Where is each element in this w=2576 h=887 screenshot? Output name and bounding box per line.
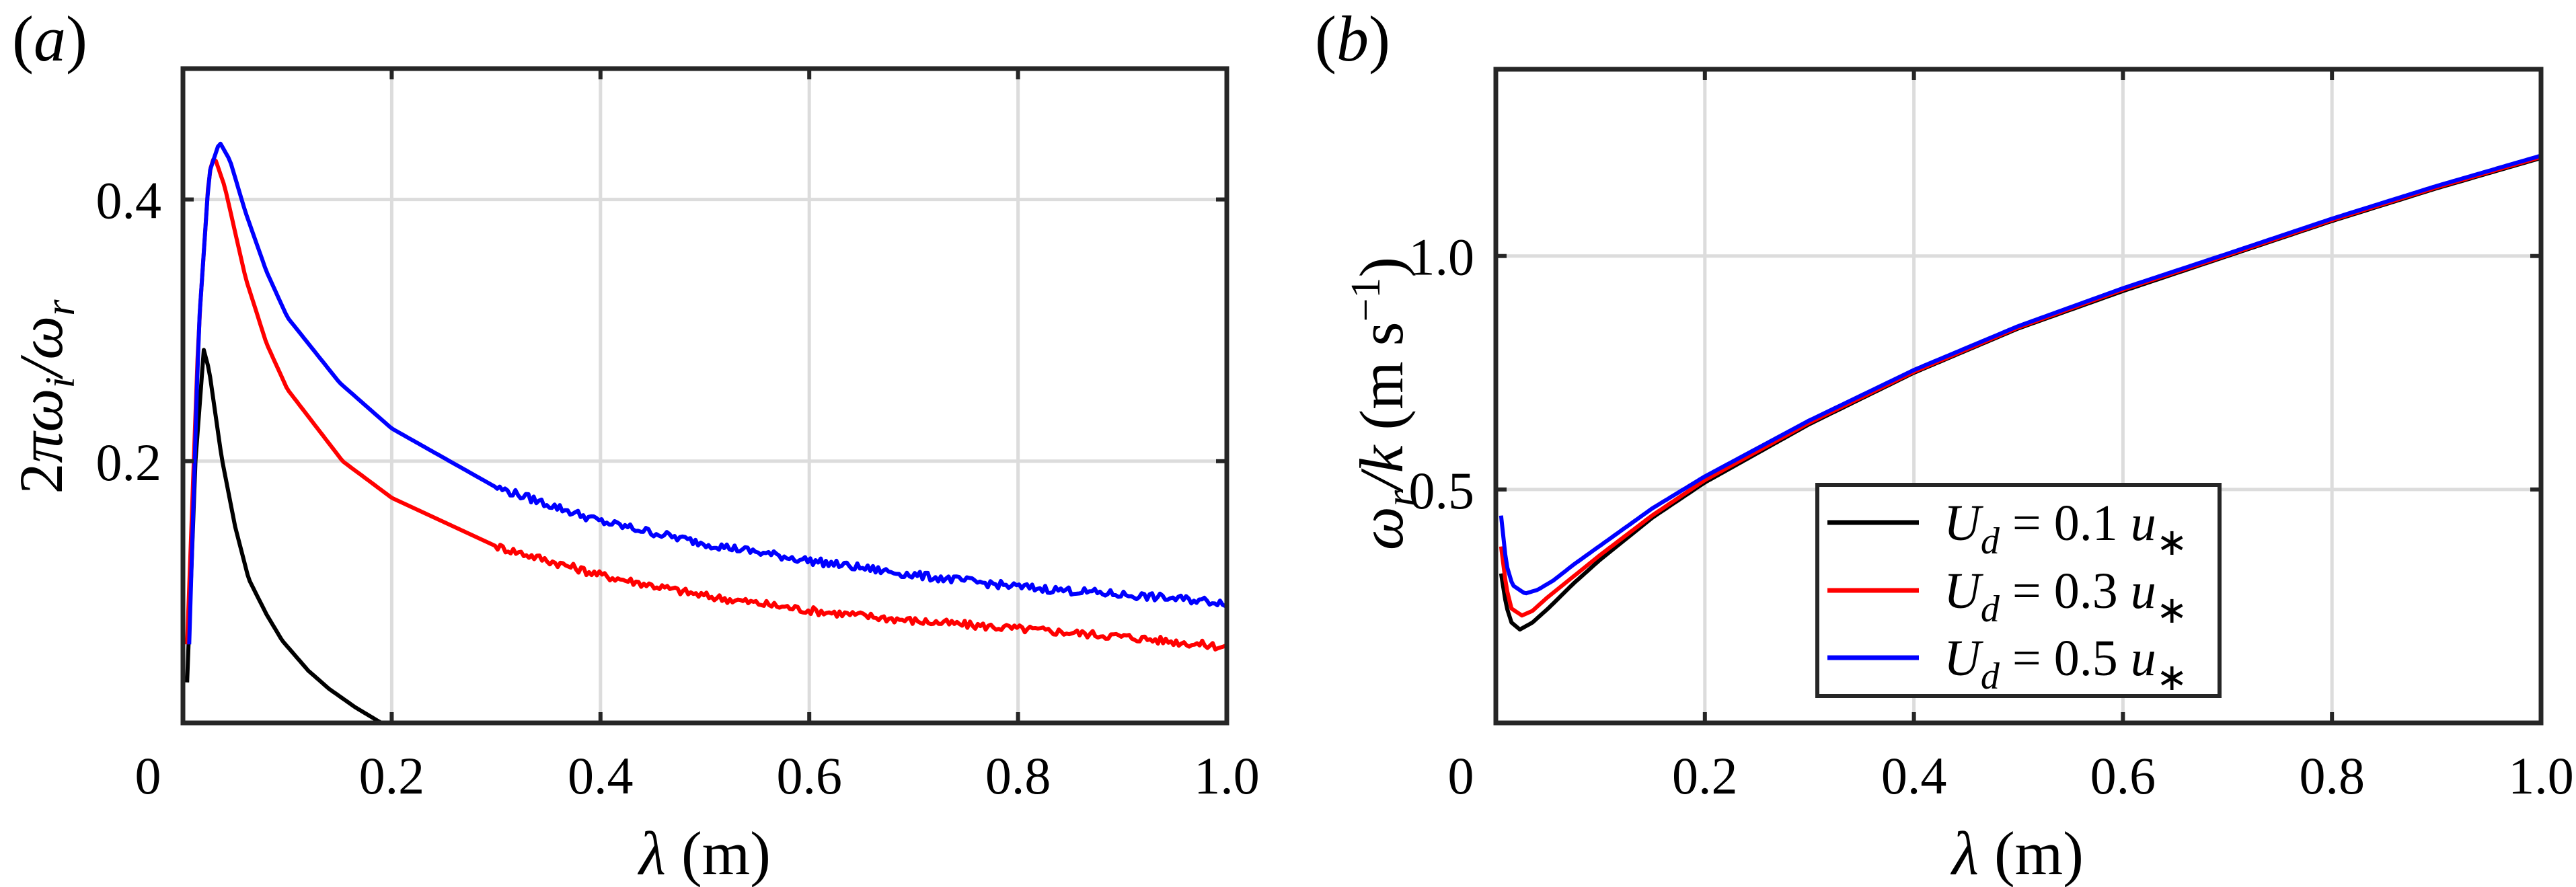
- y-tick-label: 0.4: [96, 171, 162, 230]
- x-axis-title-b: λ (m): [1950, 819, 2084, 887]
- series-line-1: [185, 348, 383, 723]
- panel-label-b: (b): [1315, 3, 1390, 75]
- x-tick-label: 0: [1448, 746, 1474, 805]
- legend-entry-label: Ud = 0.5 u∗: [1944, 630, 2188, 699]
- legend-entry-label: Ud = 0.1 u∗: [1944, 495, 2188, 564]
- x-tick-label: 0.2: [1672, 746, 1738, 805]
- legend-entry-label: Ud = 0.3 u∗: [1944, 563, 2188, 631]
- x-axis-title-a: λ (m): [637, 819, 771, 887]
- x-tick-label: 0.6: [2090, 746, 2156, 805]
- x-tick-label: 1.0: [2508, 746, 2574, 805]
- y-tick-label: 1.0: [1409, 228, 1475, 286]
- axes-box: [180, 66, 1229, 726]
- x-tick-label: 0.4: [1881, 746, 1947, 805]
- axes-box: [1493, 67, 2544, 726]
- y-tick-label: 0.5: [1409, 461, 1475, 520]
- y-axis-title-b: ωr/k (m s−1): [1343, 257, 1424, 550]
- series-line-3: [187, 141, 1226, 645]
- panel-letter-a: a: [33, 3, 66, 75]
- chart-panel-b: 0 0.2 0.4 0.6 0.8 1.0 0.5 1.0: [1409, 67, 2574, 805]
- panel-letter-b: b: [1336, 3, 1369, 75]
- series-line-3: [1499, 154, 2541, 596]
- x-tick-label: 0.8: [985, 746, 1051, 805]
- panel-label-a: (a): [12, 3, 87, 75]
- legend: Ud = 0.1 u∗Ud = 0.3 u∗Ud = 0.5 u∗: [1815, 483, 2222, 699]
- y-tick-label: 0.2: [96, 433, 162, 492]
- x-tick-label: 0.4: [568, 746, 634, 805]
- series-line-2: [185, 157, 1227, 652]
- x-tick-label: 0.2: [359, 746, 425, 805]
- x-tick-label: 1.0: [1194, 746, 1260, 805]
- chart-panel-a: 0 0.2 0.4 0.6 0.8 1.0 0.2 0.4: [96, 66, 1260, 805]
- x-tick-label: 0.8: [2299, 746, 2365, 805]
- x-tick-label: 0.6: [776, 746, 842, 805]
- y-axis-title-a: 2πωi/ωr: [7, 299, 83, 494]
- x-tick-label: 0: [135, 746, 161, 805]
